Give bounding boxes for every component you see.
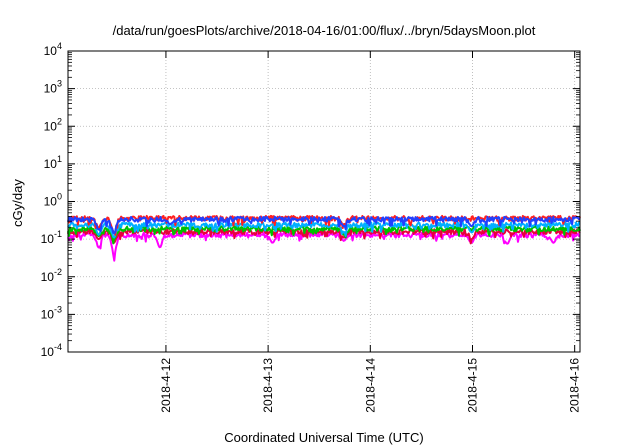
- y-tick-label: 10-3: [41, 304, 62, 321]
- series-line: [67, 231, 581, 262]
- x-tick-label: 2018-4-16: [568, 358, 582, 413]
- grid: [68, 51, 580, 352]
- y-tick-label: 101: [44, 154, 62, 171]
- y-tick-label: 10-4: [41, 342, 62, 359]
- y-axis: 10-4 10-3 10-2 10-1 100 101 102 103 104: [41, 41, 580, 359]
- y-tick-label: 102: [44, 116, 62, 133]
- y-tick-label: 10-2: [41, 267, 62, 284]
- x-tick-label: 2018-4-14: [363, 358, 377, 413]
- chart-title: /data/run/goesPlots/archive/2018-04-16/0…: [113, 23, 536, 38]
- y-tick-label: 10-1: [41, 229, 62, 246]
- x-axis-label: Coordinated Universal Time (UTC): [224, 430, 423, 445]
- y-tick-label: 103: [44, 79, 62, 96]
- y-tick-label: 104: [44, 41, 62, 58]
- x-tick-label: 2018-4-13: [261, 358, 275, 413]
- x-tick-label: 2018-4-15: [465, 358, 479, 413]
- series-line: [67, 215, 581, 235]
- x-axis: 2018-4-12 2018-4-13 2018-4-14 2018-4-15 2018…: [159, 51, 582, 413]
- series-line: [67, 221, 581, 239]
- x-tick-label: 2018-4-12: [159, 358, 173, 413]
- y-tick-label: 100: [44, 192, 62, 209]
- series-group: [67, 214, 581, 262]
- y-axis-label: cGy/day: [10, 179, 25, 227]
